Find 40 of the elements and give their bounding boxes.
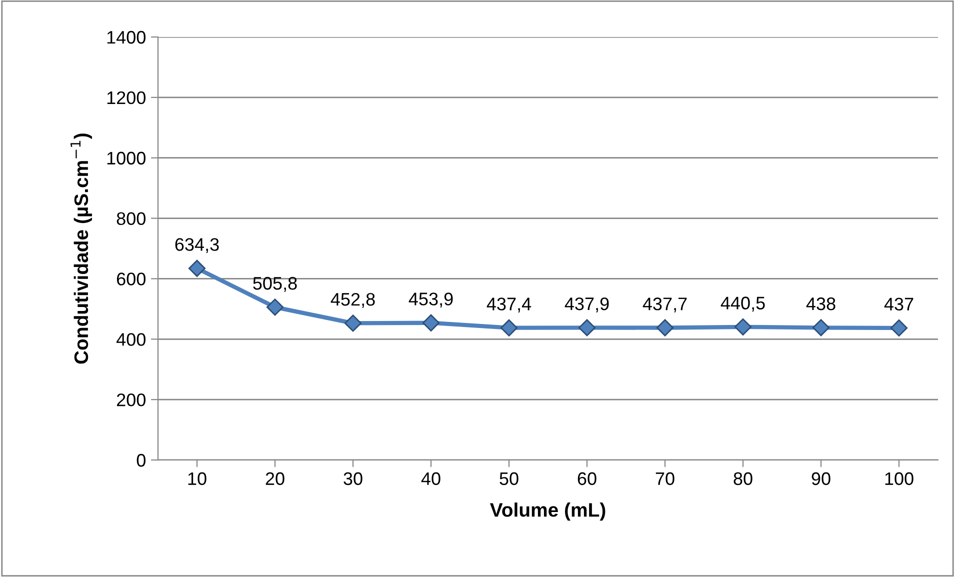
data-label: 452,8 — [330, 292, 375, 308]
point — [188, 260, 206, 277]
x-tick-label: 40 — [421, 472, 440, 486]
point — [890, 319, 908, 337]
point — [500, 319, 518, 336]
y-tick-label: 200 — [116, 394, 146, 406]
data-label: 440,5 — [720, 296, 765, 312]
data-label: 437,4 — [486, 298, 532, 313]
y-tick-label: 1200 — [107, 91, 146, 104]
x-tick-label: 100 — [885, 472, 914, 486]
point — [656, 319, 674, 336]
point — [422, 314, 440, 332]
x-tick-label: 50 — [500, 472, 518, 486]
y-tick-label: 0 — [136, 454, 146, 467]
x-tick-label: 20 — [266, 472, 284, 486]
data-label: 438 — [806, 297, 836, 310]
x-tick-label: 70 — [656, 472, 674, 486]
x-tick-label: 90 — [812, 472, 830, 486]
point — [344, 314, 362, 332]
point — [812, 319, 830, 336]
y-axis-title: Condutividade (µS.cm$^{−1}$) — [70, 134, 92, 364]
data-label: 437,9 — [564, 297, 609, 312]
y-tick-label: 600 — [116, 272, 146, 286]
y-tick-label: 800 — [116, 212, 146, 226]
x-tick-label: 80 — [734, 472, 752, 486]
data-label: 437 — [884, 298, 914, 311]
point — [578, 319, 596, 336]
x-tick-label: 60 — [578, 472, 596, 486]
x-tick-label: 30 — [344, 472, 362, 486]
y-tick-label: 1400 — [107, 30, 146, 44]
y-tick-label: 400 — [116, 333, 146, 346]
data-label: 634,3 — [175, 238, 219, 254]
point — [266, 298, 284, 316]
data-label: 437,7 — [642, 298, 687, 312]
data-label: 505,8 — [253, 276, 297, 292]
point — [734, 318, 752, 336]
x-axis-title: Volume (mL) — [490, 502, 606, 521]
y-tick-label: 1000 — [107, 152, 146, 165]
data-label: 453,9 — [408, 292, 453, 308]
x-tick-label: 10 — [188, 472, 206, 486]
